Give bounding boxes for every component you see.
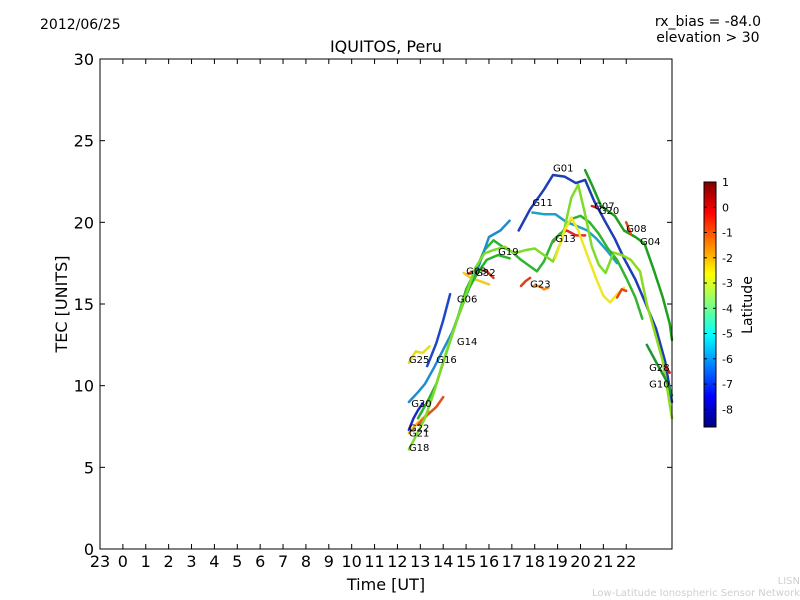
x-tick-label: 16 bbox=[479, 552, 499, 571]
colorbar-ticks: 1 0 -1 -2 -3 -4 -5 -6 -7 -8 bbox=[704, 176, 733, 416]
rx-bias-label: rx_bias = -84.0 bbox=[654, 14, 761, 30]
series-label-g32: G32 bbox=[475, 268, 495, 279]
series-line-g25 bbox=[407, 345, 431, 365]
x-tick-label: 14 bbox=[433, 552, 453, 571]
y-tick-label: 30 bbox=[74, 50, 94, 69]
series-line-unlabeled bbox=[615, 288, 628, 299]
series-line-g08 bbox=[624, 221, 633, 236]
series-line-g07 bbox=[590, 204, 598, 209]
series-line-g04 bbox=[608, 250, 674, 420]
credit-org-name: Low-Latitude Ionospheric Sensor Network bbox=[592, 588, 800, 599]
colorbar-tick-label: -6 bbox=[722, 353, 733, 366]
y-tick-label: 15 bbox=[74, 295, 94, 314]
x-tick-label: 3 bbox=[186, 552, 196, 571]
x-tick-label: 17 bbox=[502, 552, 522, 571]
y-tick-label: 0 bbox=[84, 540, 94, 559]
x-tick-label: 10 bbox=[342, 552, 362, 571]
colorbar-label: Latitude bbox=[740, 276, 756, 334]
colorbar-tick-label: -2 bbox=[722, 252, 733, 265]
y-tick-label: 10 bbox=[74, 377, 94, 396]
series-line-g30 bbox=[407, 402, 424, 432]
x-axis-label: Time [UT] bbox=[346, 575, 425, 594]
series-label-g06: G06 bbox=[457, 294, 477, 305]
colorbar-tick-label: 0 bbox=[722, 201, 729, 214]
x-tick-label: 1 bbox=[141, 552, 151, 571]
date-label: 2012/06/25 bbox=[40, 17, 121, 33]
series-label-g28: G28 bbox=[649, 363, 669, 374]
series-label-g20: G20 bbox=[599, 206, 619, 217]
series-label-g22: G22 bbox=[409, 423, 429, 434]
series-line-unlabeled bbox=[554, 216, 626, 304]
series-line-g28 bbox=[663, 364, 671, 374]
series-line-g10 bbox=[645, 343, 674, 397]
x-tick-label: 19 bbox=[547, 552, 567, 571]
x-tick-label: 13 bbox=[410, 552, 430, 571]
plot-frame bbox=[99, 58, 673, 550]
series-label-g04: G04 bbox=[640, 237, 660, 248]
y-tick-label: 25 bbox=[74, 132, 94, 151]
x-tick-label: 20 bbox=[570, 552, 590, 571]
series-label-g11: G11 bbox=[532, 198, 552, 209]
series-label-g13: G13 bbox=[555, 234, 575, 245]
axis-ticks: 23 0 1 2 3 4 5 6 7 8 9 10 11 12 13 14 15 16 17 18 19 20 21 2205… bbox=[74, 50, 672, 571]
colorbar-tick-label: -3 bbox=[722, 277, 733, 290]
x-tick-label: 4 bbox=[209, 552, 219, 571]
colorbar bbox=[703, 181, 717, 428]
colorbar-tick-label: -1 bbox=[722, 227, 733, 240]
series-line-unlabeled bbox=[519, 276, 532, 288]
series-label-g23: G23 bbox=[530, 280, 550, 291]
x-tick-label: 5 bbox=[232, 552, 242, 571]
series-label-g21: G21 bbox=[409, 428, 429, 439]
x-tick-label: 12 bbox=[387, 552, 407, 571]
y-tick-label: 20 bbox=[74, 213, 94, 232]
elevation-label: elevation > 30 bbox=[656, 30, 760, 46]
series-label-g08: G08 bbox=[626, 224, 646, 235]
series-line-g23 bbox=[531, 284, 550, 291]
colorbar-tick-label: 1 bbox=[722, 176, 729, 189]
x-tick-label: 2 bbox=[164, 552, 174, 571]
colorbar-tick-label: -5 bbox=[722, 328, 733, 341]
chart-title: IQUITOS, Peru bbox=[329, 37, 443, 56]
series-line-g32 bbox=[464, 268, 495, 280]
x-tick-label: 8 bbox=[301, 552, 311, 571]
series-label-g19: G19 bbox=[498, 247, 518, 258]
y-axis-label: TEC [UNITS] bbox=[52, 256, 71, 354]
x-tick-label: 22 bbox=[616, 552, 636, 571]
credit-logo-text: LISN bbox=[777, 576, 800, 587]
series-label-g14: G14 bbox=[457, 337, 477, 348]
x-tick-label: 18 bbox=[525, 552, 545, 571]
x-tick-label: 21 bbox=[593, 552, 613, 571]
series-label-g03: G03 bbox=[466, 267, 486, 278]
colorbar-tick-label: -8 bbox=[722, 403, 733, 416]
series-label-g01: G01 bbox=[553, 164, 573, 175]
series-label-g25: G25 bbox=[409, 355, 429, 366]
series-label-g07: G07 bbox=[594, 201, 614, 212]
x-tick-label: 23 bbox=[90, 552, 110, 571]
y-tick-label: 5 bbox=[84, 458, 94, 477]
x-tick-label: 0 bbox=[118, 552, 128, 571]
x-tick-label: 11 bbox=[364, 552, 384, 571]
series-label-g30: G30 bbox=[411, 399, 431, 410]
credit-block: LISN Low-Latitude Ionospheric Sensor Net… bbox=[592, 576, 800, 600]
colorbar-tick-label: -7 bbox=[722, 378, 733, 391]
plot-area bbox=[100, 59, 672, 549]
series-line-g18 bbox=[407, 183, 614, 451]
series-line-g06 bbox=[425, 292, 452, 368]
series-lines bbox=[407, 168, 674, 451]
series-label-g18: G18 bbox=[409, 443, 429, 454]
series-labels: G01G11G13G07G20G08G04G19G23G32G03G06G14G… bbox=[409, 164, 670, 454]
series-label-g10: G10 bbox=[649, 379, 669, 390]
series-label-g16: G16 bbox=[436, 355, 456, 366]
series-line-g21 bbox=[416, 395, 445, 427]
x-tick-label: 15 bbox=[456, 552, 476, 571]
bias-info: rx_bias = -84.0 elevation > 30 bbox=[655, 14, 761, 46]
colorbar-tick-label: -4 bbox=[722, 302, 733, 315]
x-tick-label: 6 bbox=[255, 552, 265, 571]
x-tick-label: 7 bbox=[278, 552, 288, 571]
x-tick-label: 9 bbox=[324, 552, 334, 571]
